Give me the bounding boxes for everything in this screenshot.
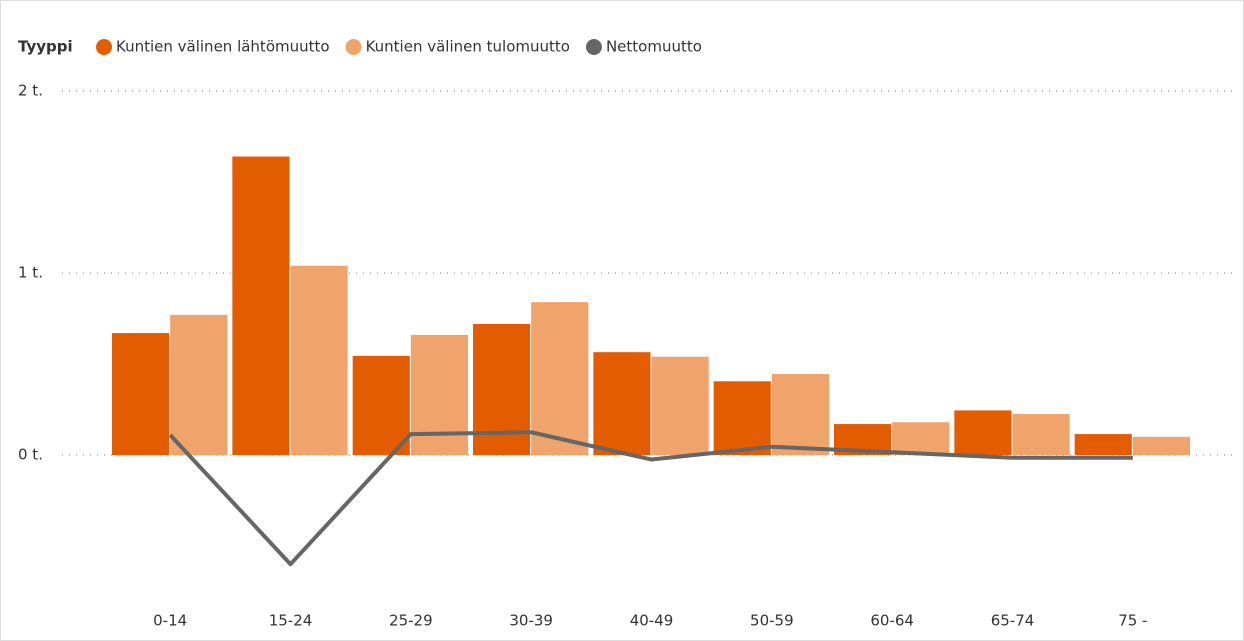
bar bbox=[892, 422, 950, 455]
legend-title: Tyyppi bbox=[18, 38, 73, 56]
bar bbox=[232, 156, 290, 455]
x-tick-label: 75 - bbox=[1118, 612, 1147, 630]
bar bbox=[713, 381, 771, 455]
bar bbox=[593, 352, 651, 455]
y-tick-label: 2 t. bbox=[18, 82, 43, 100]
bar bbox=[473, 323, 531, 455]
bar bbox=[1074, 434, 1132, 455]
legend-label: Kuntien välinen tulomuutto bbox=[366, 38, 570, 56]
bar bbox=[290, 265, 348, 455]
legend-label: Nettomuutto bbox=[606, 38, 702, 56]
bar bbox=[170, 314, 228, 455]
x-tick-label: 0-14 bbox=[153, 612, 187, 630]
x-tick-label: 30-39 bbox=[509, 612, 553, 630]
legend-marker bbox=[585, 39, 602, 55]
bar bbox=[352, 355, 410, 455]
x-tick-label: 40-49 bbox=[630, 612, 674, 630]
bar bbox=[1012, 414, 1070, 455]
legend-label: Kuntien välinen lähtömuutto bbox=[116, 38, 330, 56]
bar bbox=[651, 356, 709, 455]
y-tick-label: 1 t. bbox=[18, 264, 43, 282]
bar bbox=[771, 374, 829, 455]
x-tick-label: 65-74 bbox=[991, 612, 1035, 630]
bar bbox=[410, 334, 468, 455]
y-tick-label: 0 t. bbox=[18, 446, 43, 464]
bar bbox=[531, 302, 589, 455]
x-tick-label: 25-29 bbox=[389, 612, 433, 630]
legend-marker bbox=[96, 39, 112, 55]
x-tick-label: 15-24 bbox=[269, 612, 313, 630]
legend-marker bbox=[345, 39, 362, 55]
x-tick-label: 60-64 bbox=[870, 612, 914, 630]
line bbox=[168, 430, 1133, 567]
x-tick-label: 50-59 bbox=[750, 612, 794, 630]
bar bbox=[954, 410, 1012, 455]
bar bbox=[1132, 436, 1190, 455]
bar bbox=[112, 333, 170, 455]
